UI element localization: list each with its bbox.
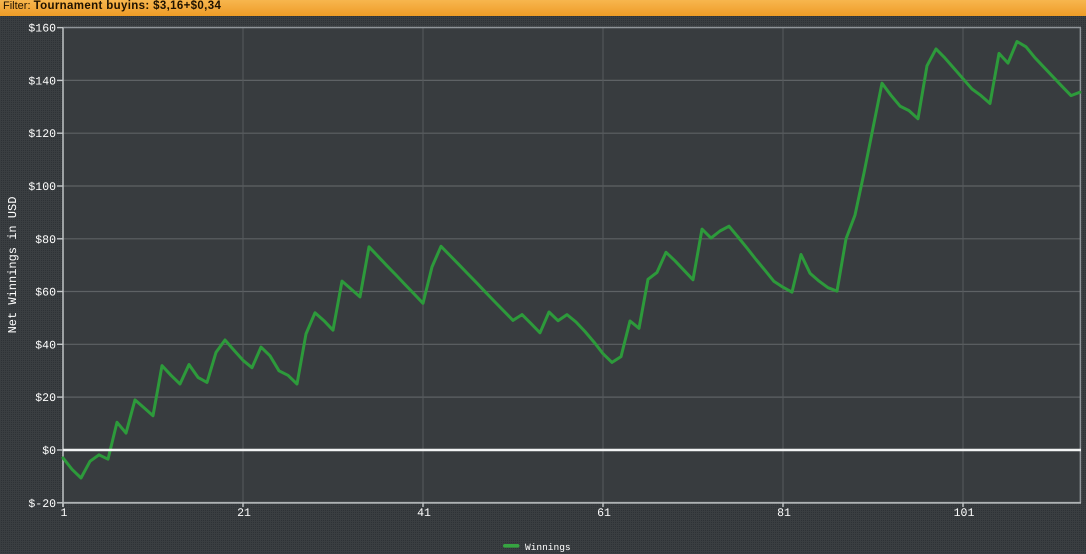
svg-text:101: 101 [954,507,975,520]
svg-text:$160: $160 [28,23,56,36]
svg-text:1: 1 [61,507,68,520]
svg-text:$140: $140 [28,75,56,88]
svg-text:Net Winnings in USD: Net Winnings in USD [6,197,20,334]
svg-text:$100: $100 [28,181,56,194]
svg-text:$40: $40 [35,339,56,352]
svg-text:$-20: $-20 [28,498,56,511]
svg-text:$120: $120 [28,128,56,141]
svg-text:$60: $60 [35,287,56,300]
svg-text:81: 81 [777,507,791,520]
svg-text:21: 21 [237,507,251,520]
svg-text:$20: $20 [35,392,56,405]
svg-text:41: 41 [417,507,431,520]
svg-text:$0: $0 [42,445,56,458]
svg-text:$80: $80 [35,234,56,247]
svg-text:Winnings: Winnings [525,542,571,553]
svg-text:61: 61 [597,507,611,520]
